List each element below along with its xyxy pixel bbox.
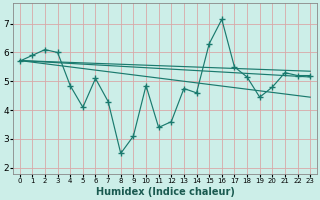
X-axis label: Humidex (Indice chaleur): Humidex (Indice chaleur) [96, 187, 234, 197]
